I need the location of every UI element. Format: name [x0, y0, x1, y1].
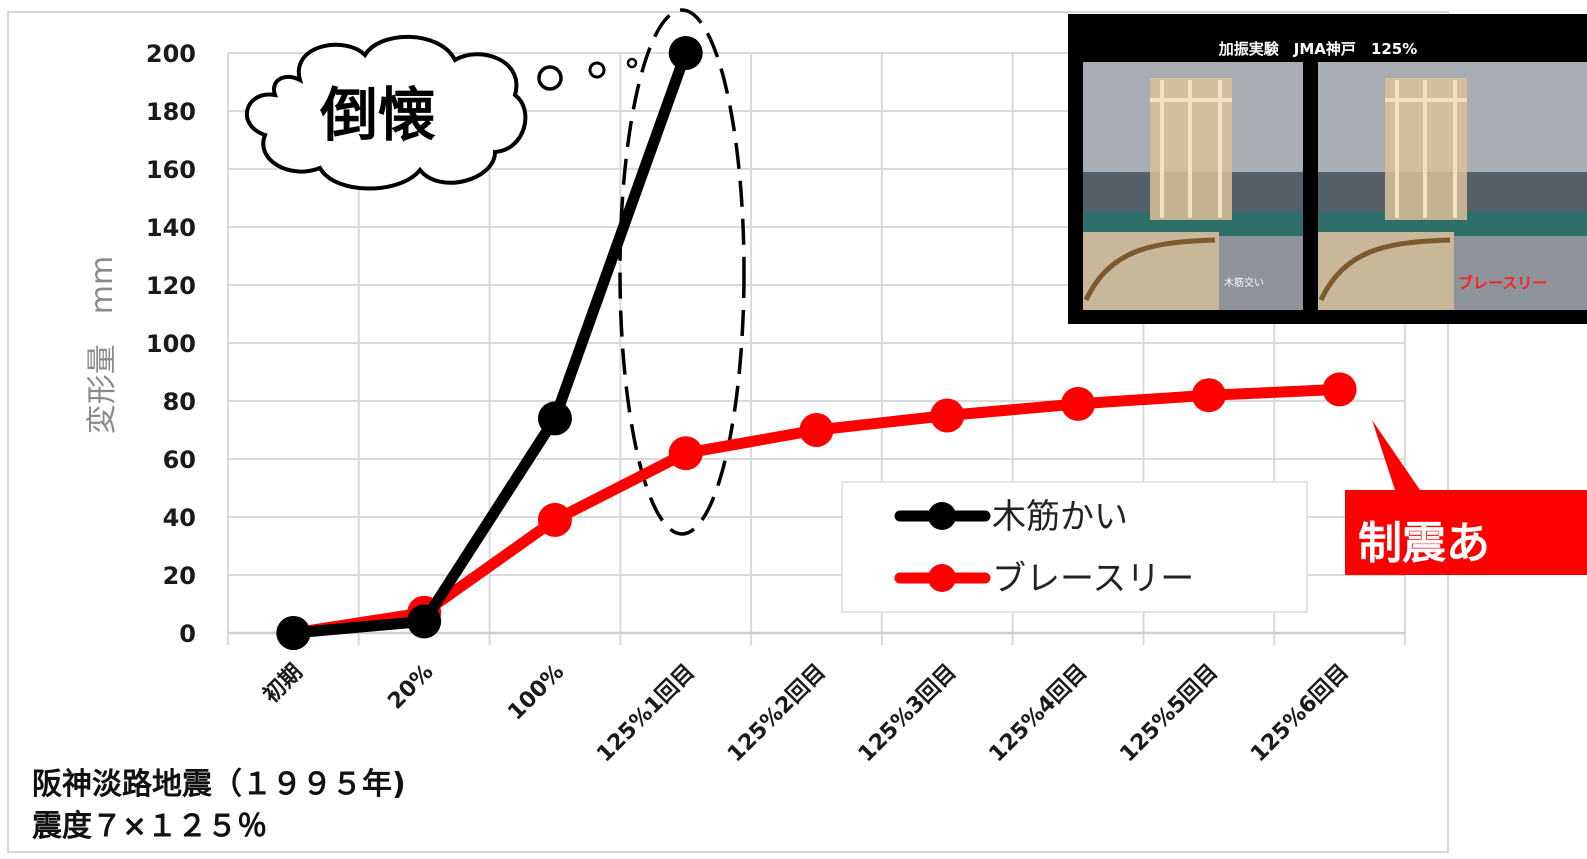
damping-callout: 制震あ — [1345, 420, 1587, 575]
y-tick-label: 60 — [163, 446, 196, 474]
collapse-highlight-ellipse — [618, 8, 746, 536]
y-tick-label: 20 — [163, 562, 196, 590]
series-line-0 — [287, 47, 692, 639]
bubble-cloud — [244, 34, 528, 191]
left-inset-brace — [1083, 237, 1216, 302]
series-1-point — [930, 398, 965, 433]
callout-text: 制震あ — [1358, 518, 1490, 569]
y-axis-title: 変形量 mm — [85, 256, 120, 434]
right-inset-brace — [1318, 237, 1451, 302]
bubble-dot-medium — [588, 61, 606, 79]
legend-marker-series-1 — [928, 564, 956, 592]
y-tick-label: 120 — [146, 272, 196, 300]
left-photo-label: 木筋交い — [1224, 276, 1264, 289]
legend-label-series-1: ブレースリー — [992, 559, 1194, 599]
series-0-point — [537, 401, 572, 436]
y-tick-label: 160 — [146, 156, 196, 184]
bubble-text: 倒懐 — [319, 81, 436, 149]
legend-marker-series-0 — [928, 502, 956, 530]
y-tick-label: 200 — [146, 40, 196, 68]
series-1-point — [1191, 378, 1226, 413]
note-line-1: 阪神淡路地震（１９９５年) — [32, 767, 406, 802]
series-layer — [276, 36, 1357, 650]
series-1-point — [537, 502, 572, 537]
right-photo-label: ブレースリー — [1458, 274, 1547, 292]
bubble-dot-large — [537, 65, 563, 91]
photo-title: 加振実験 JMA神戸 125% — [1218, 40, 1417, 58]
y-tick-label: 140 — [146, 214, 196, 242]
y-tick-label: 100 — [146, 330, 196, 358]
series-0-point — [407, 604, 442, 639]
legend: 木筋かい ブレースリー — [841, 481, 1308, 613]
series-0-point — [668, 36, 703, 70]
experiment-photo-panel: 加振実験 JMA神戸 125% 木筋交い — [1068, 14, 1587, 324]
legend-box — [841, 481, 1308, 613]
left-test-photo: 木筋交い — [1083, 62, 1303, 310]
earthquake-note: 阪神淡路地震（１９９５年) 震度７×１２５％ — [32, 767, 406, 844]
callout-shape — [1345, 420, 1587, 575]
note-line-2: 震度７×１２５％ — [32, 809, 267, 844]
y-tick-labels: 0 20 40 60 80 100 120 140 160 180 200 — [146, 40, 196, 648]
y-tick-label: 40 — [163, 504, 196, 532]
series-1-point — [1061, 386, 1096, 421]
series-0-point — [276, 616, 311, 650]
y-tick-label: 80 — [163, 388, 196, 416]
collapse-thought-bubble: 倒懐 — [244, 34, 638, 191]
legend-label-series-0: 木筋かい — [992, 497, 1128, 537]
series-1-point — [1322, 372, 1357, 407]
y-tick-label: 0 — [179, 620, 196, 648]
right-test-photo: ブレースリー — [1318, 62, 1587, 310]
bubble-dot-small — [626, 57, 638, 69]
series-1-point — [668, 436, 703, 471]
series-1-point — [799, 413, 834, 447]
y-tick-label: 180 — [146, 98, 196, 126]
